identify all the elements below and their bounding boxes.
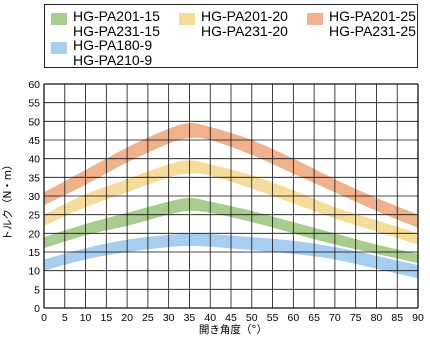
x-tick-label: 85: [391, 312, 403, 324]
y-tick-label: 55: [28, 98, 40, 110]
legend-item-series-1: HG-PA201-15 HG-PA231-15: [51, 9, 160, 39]
legend-label-line-1: HG-PA201-20: [201, 8, 288, 24]
legend-label-line-1: HG-PA201-25: [329, 8, 416, 24]
x-tick-label: 10: [80, 312, 92, 324]
torque-band-2: [44, 160, 418, 245]
legend-item-series-3: HG-PA201-25 HG-PA231-25: [307, 9, 416, 39]
y-tick-label: 35: [28, 172, 40, 184]
legend-swatch-green: [51, 13, 67, 25]
x-tick-label: 35: [184, 312, 196, 324]
y-tick-label: 0: [34, 303, 40, 315]
y-tick-label: 45: [28, 135, 40, 147]
x-tick-label: 15: [100, 312, 112, 324]
x-tick-label: 45: [225, 312, 237, 324]
y-tick-label: 60: [28, 79, 40, 91]
x-axis-label: 開き角度（°）: [199, 323, 267, 336]
x-tick-label: 65: [308, 312, 320, 324]
torque-band-3: [44, 123, 418, 228]
legend-swatch-orange: [307, 13, 323, 25]
y-tick-label: 25: [28, 210, 40, 222]
x-tick-label: 60: [287, 312, 299, 324]
torque-band-4: [44, 233, 418, 279]
y-tick-label: 5: [34, 284, 40, 296]
y-tick-label: 50: [28, 116, 40, 128]
x-tick-label: 5: [62, 312, 68, 324]
tick-label-layer: 0 5 10 15 20 25 30 35 40 45 50 55 60 65 70 75 80 85 90 0 5 10…: [28, 79, 424, 324]
legend-label-line-2: HG-PA210-9: [73, 52, 153, 68]
y-tick-label: 30: [28, 191, 40, 203]
y-axis-label: トルク（N・m）: [2, 159, 14, 240]
x-tick-label: 90: [412, 312, 424, 324]
grid-layer: [43, 83, 419, 309]
legend-swatch-yellow: [179, 13, 195, 25]
x-tick-label: 75: [350, 312, 362, 324]
x-tick-label: 70: [329, 312, 341, 324]
legend: HG-PA201-15 HG-PA231-15 HG-PA201-20 HG-P…: [44, 4, 418, 68]
x-tick-label: 80: [371, 312, 383, 324]
x-tick-label: 0: [41, 312, 47, 324]
x-tick-label: 25: [142, 312, 154, 324]
legend-swatch-blue: [51, 42, 67, 54]
legend-label-line-1: HG-PA201-15: [73, 8, 160, 24]
band-layer: [44, 123, 418, 279]
x-tick-label: 20: [121, 312, 133, 324]
legend-item-series-4: HG-PA180-9 HG-PA210-9: [51, 38, 152, 68]
x-tick-label: 30: [163, 312, 175, 324]
x-tick-label: 55: [267, 312, 279, 324]
legend-label-line-2: HG-PA231-20: [201, 23, 288, 39]
y-tick-label: 40: [28, 154, 40, 166]
x-tick-label: 40: [204, 312, 216, 324]
y-tick-label: 15: [28, 247, 40, 259]
x-tick-label: 50: [246, 312, 258, 324]
legend-item-series-2: HG-PA201-20 HG-PA231-20: [179, 9, 288, 39]
legend-label-line-2: HG-PA231-25: [329, 23, 416, 39]
y-tick-label: 20: [28, 228, 40, 240]
y-tick-label: 10: [28, 266, 40, 278]
torque-band-1: [44, 197, 418, 264]
legend-label-line-2: HG-PA231-15: [73, 23, 160, 39]
legend-label-line-1: HG-PA180-9: [73, 37, 153, 53]
